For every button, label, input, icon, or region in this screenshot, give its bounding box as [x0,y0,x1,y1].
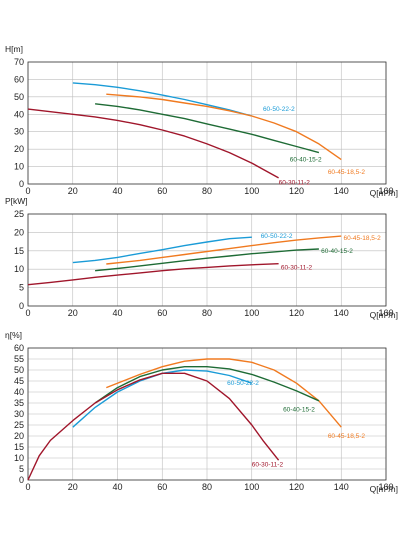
x-tick-label: 40 [112,308,122,318]
x-axis-label: Q[m³/h] [370,310,398,320]
y-tick-label: 20 [14,227,24,237]
series-line-60-45-18-5-2 [106,358,342,428]
x-tick-label: 80 [202,186,212,196]
x-tick-label: 40 [112,482,122,492]
y-tick-label: 10 [14,264,24,274]
x-tick-label: 120 [289,308,304,318]
y-tick-label: 5 [19,283,24,293]
y-tick-label: 15 [14,246,24,256]
x-axis-label: Q[m³/h] [370,484,398,494]
x-tick-label: 60 [157,308,167,318]
x-tick-label: 140 [334,186,349,196]
chart-panel-2: 0 20 40 60 80 100 120 140 160 0 5 10 15 20 25 P[kW] Q[m³… [5,196,398,320]
x-tick-label: 100 [244,186,259,196]
plot-frame [27,61,387,185]
x-tick-label: 40 [112,186,122,196]
series-label-60-40-15-2: 60-40-15-2 [321,248,353,255]
series-label-60-30-11-2: 60-30-11-2 [252,462,284,469]
y-tick-label: 10 [14,453,24,463]
x-tick-label: 80 [202,482,212,492]
x-tick-label: 0 [25,308,30,318]
y-tick-label: 50 [14,92,24,102]
y-tick-label: 20 [14,144,24,154]
series-label-60-45-18-5-2: 60-45-18,5-2 [343,235,381,242]
y-tick-label: 0 [19,301,24,311]
x-tick-label: 160 [378,186,393,196]
x-tick-label: 100 [244,308,259,318]
plot-frame [27,347,387,481]
y-axis-label: η[%] [5,330,22,340]
series-line-60-30-11-2 [27,108,279,179]
x-axis-label: Q[m³/h] [370,188,398,198]
x-tick-label: 20 [68,186,78,196]
series-line-60-45-18-5-2 [106,93,342,161]
series-line-60-50-22-2 [72,82,252,117]
series-line-60-50-22-2 [72,236,252,264]
y-tick-label: 70 [14,57,24,67]
y-tick-label: 25 [14,209,24,219]
series-label-60-30-11-2: 60-30-11-2 [281,264,313,271]
y-tick-label: 40 [14,387,24,397]
series-line-60-40-15-2 [95,103,320,154]
series-line-60-45-18-5-2 [106,235,342,265]
x-tick-label: 20 [68,482,78,492]
chart-panel-1: 0 20 40 60 80 100 120 140 160 0 10 20 30 40 50 60 70 H[m]… [5,44,398,198]
y-axis-label: H[m] [5,44,23,54]
series-label-60-45-18-5-2: 60-45-18,5-2 [328,433,366,440]
x-tick-label: 140 [334,482,349,492]
series-label-60-50-22-2: 60-50-22-2 [261,233,293,240]
y-tick-label: 45 [14,376,24,386]
series-label-60-40-15-2: 60-40-15-2 [290,157,322,164]
series-line-60-30-11-2 [27,263,279,286]
series-line-60-40-15-2 [95,248,319,272]
y-tick-label: 25 [14,420,24,430]
x-tick-label: 0 [25,482,30,492]
x-tick-label: 120 [289,482,304,492]
y-tick-label: 35 [14,398,24,408]
series-line-60-30-11-2 [27,372,280,481]
series-label-60-40-15-2: 60-40-15-2 [283,407,315,414]
x-tick-label: 160 [378,482,393,492]
series-label-60-50-22-2: 60-50-22-2 [227,380,259,387]
y-tick-label: 5 [19,464,24,474]
y-tick-label: 55 [14,354,24,364]
y-tick-label: 40 [14,109,24,119]
series-label-60-50-22-2: 60-50-22-2 [263,106,295,113]
y-tick-label: 0 [19,475,24,485]
series-line-60-40-15-2 [94,366,320,404]
x-tick-label: 140 [334,308,349,318]
series-label-60-45-18-5-2: 60-45-18,5-2 [328,169,366,176]
x-tick-label: 160 [378,308,393,318]
chart-panel-3: 0 20 40 60 80 100 120 140 1600510152025303540455… [5,330,398,494]
y-tick-label: 30 [14,127,24,137]
y-tick-label: 30 [14,409,24,419]
y-tick-label: 60 [14,74,24,84]
x-tick-label: 60 [157,186,167,196]
y-tick-label: 50 [14,365,24,375]
y-tick-label: 10 [14,162,24,172]
x-tick-label: 120 [289,186,304,196]
x-tick-label: 20 [68,308,78,318]
y-axis-label: P[kW] [5,196,28,206]
x-tick-label: 60 [157,482,167,492]
y-tick-label: 20 [14,431,24,441]
y-tick-label: 15 [14,442,24,452]
series-label-60-30-11-2: 60-30-11-2 [279,179,311,186]
y-tick-label: 0 [19,179,24,189]
x-tick-label: 0 [25,186,30,196]
x-tick-label: 100 [244,482,259,492]
y-tick-label: 60 [14,343,24,353]
plot-frame [27,213,387,307]
x-tick-label: 80 [202,308,212,318]
